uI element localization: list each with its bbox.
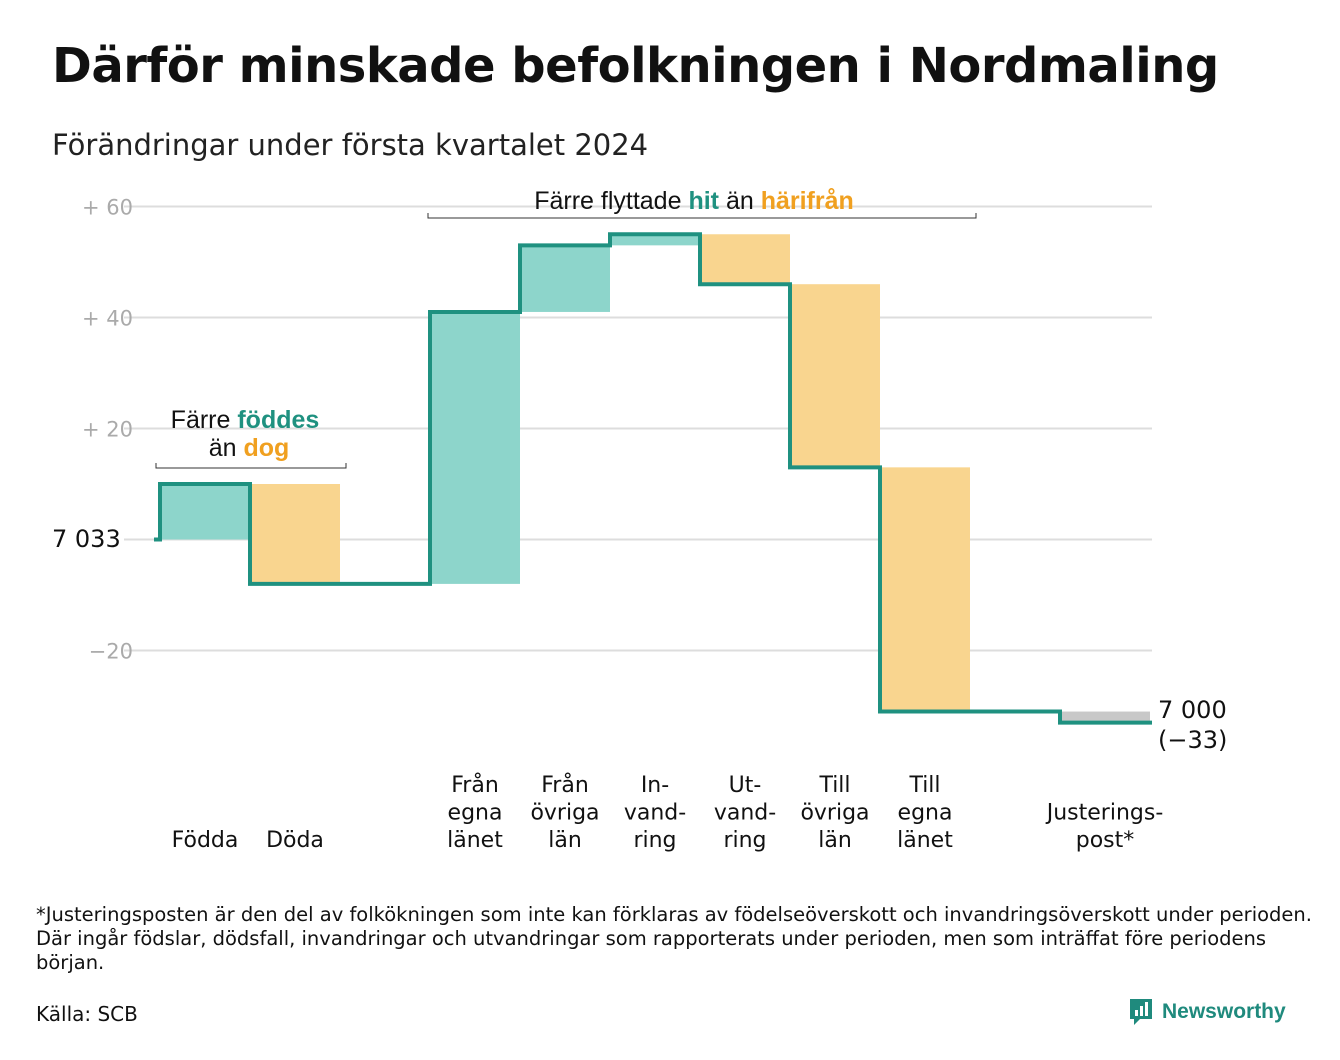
- bar-step: [790, 284, 880, 468]
- y-axis-ticks: + 60 + 40 + 20 −20: [82, 196, 133, 664]
- annotation-moves-text: Färre flyttade: [534, 187, 681, 215]
- category-label: egna: [898, 801, 953, 826]
- category-label: vand-: [714, 801, 776, 826]
- annotation-births: Färre föddes än dog: [155, 406, 347, 469]
- start-value-label: 7 033: [52, 525, 121, 553]
- bar-step: [880, 467, 970, 712]
- category-label: Döda: [266, 828, 324, 853]
- category-label: länet: [897, 828, 953, 853]
- y-tick-label: + 40: [82, 307, 133, 331]
- annotation-moves-text2: än: [726, 187, 754, 215]
- category-label: ring: [723, 828, 766, 853]
- y-tick-label: + 20: [82, 418, 133, 442]
- category-label: Ut-: [729, 773, 762, 798]
- category-label: egna: [448, 801, 503, 826]
- category-label: länet: [447, 828, 503, 853]
- cumulative-step-line: [154, 232, 1152, 725]
- waterfall-chart: + 60+ 40+ 20−20 Födda DödaFrånegnalänetFr…: [52, 187, 1234, 853]
- bar-step: [250, 484, 340, 584]
- end-value-change: (−33): [1158, 726, 1227, 754]
- bar-step: [430, 311, 520, 584]
- bar-step: [700, 234, 790, 285]
- chart-subtitle: Förändringar under första kvartalet 2024: [52, 128, 649, 162]
- annotation-births-bracket: [155, 463, 347, 469]
- category-label: Till: [818, 773, 850, 798]
- brand-logo: Newsworthy: [1128, 996, 1286, 1028]
- bar-step: [1060, 711, 1150, 723]
- category-label: Justerings-: [1045, 801, 1164, 826]
- end-value-label: 7 000 (−33): [1158, 696, 1234, 754]
- category-label: län: [818, 828, 852, 853]
- annotation-births-text: Färre: [171, 406, 231, 434]
- category-label: ring: [633, 828, 676, 853]
- category-label: län: [548, 828, 582, 853]
- annotation-births-highlight2: dog: [243, 434, 289, 462]
- svg-text:än dog: än dog: [209, 434, 290, 462]
- source-credit: Källa: SCB: [36, 1002, 138, 1026]
- annotation-moves-hit: hit: [688, 187, 719, 215]
- category-labels: Födda DödaFrånegnalänetFrånövrigalänIn-va…: [172, 772, 1164, 853]
- svg-text:Färre flyttade hit: Färre flyttade hit än härifrån: [534, 187, 854, 215]
- annotation-births-highlight: föddes: [237, 406, 319, 434]
- annotation-moves: Färre flyttade hit än härifrån: [427, 187, 977, 219]
- footnote: *Justeringsposten är den del av folkökni…: [36, 903, 1312, 974]
- category-label: Födda: [172, 828, 239, 853]
- bar-step: [610, 234, 700, 246]
- annotation-moves-bracket: [427, 213, 977, 219]
- bar-step: [160, 484, 250, 540]
- category-label: vand-: [624, 801, 686, 826]
- category-label: övriga: [800, 801, 869, 826]
- category-label: övriga: [530, 801, 599, 826]
- category-label: In-: [641, 773, 669, 798]
- brand-name: Newsworthy: [1162, 1000, 1286, 1023]
- category-label: Från: [541, 772, 589, 798]
- bar-step: [520, 245, 610, 312]
- category-label: Till: [908, 773, 940, 798]
- annotation-births-text2: än: [209, 434, 237, 462]
- svg-text:Färre föddes: Färre föddes: [171, 406, 320, 434]
- y-tick-label: −20: [89, 640, 133, 664]
- bars: [160, 234, 1150, 723]
- y-tick-label: + 60: [82, 196, 133, 220]
- annotation-moves-harifran: härifrån: [761, 187, 854, 215]
- category-label: Från: [451, 772, 499, 798]
- newsworthy-logo-icon: [1130, 999, 1152, 1025]
- category-label: post*: [1076, 828, 1135, 853]
- chart-title: Därför minskade befolkningen i Nordmalin…: [52, 38, 1219, 94]
- end-value-total: 7 000: [1158, 696, 1227, 724]
